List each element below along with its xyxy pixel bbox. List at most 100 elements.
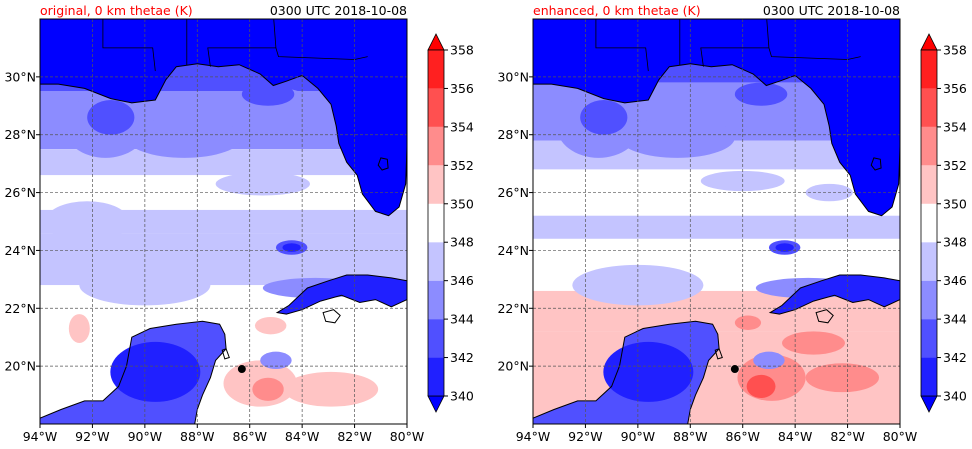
x-tick-label: 92°W — [75, 429, 110, 444]
land-usa — [40, 19, 407, 216]
panel-original: original, 0 km thetae (K) 0300 UTC 2018-… — [4, 3, 473, 444]
thetae-contour — [283, 371, 379, 407]
colorbar-segment — [428, 280, 444, 320]
coastline-isla-juventud — [815, 309, 834, 324]
thetae-contour — [580, 100, 628, 135]
thetae-field — [40, 19, 407, 424]
thetae-contour — [282, 243, 301, 252]
thetae-contour — [126, 117, 242, 158]
colorbar-tick-label: 344 — [943, 312, 967, 327]
thetae-band — [40, 209, 407, 234]
colorbar-segment — [428, 203, 444, 243]
y-tick-label: 26°N — [497, 185, 529, 200]
y-tick-label: 28°N — [497, 127, 529, 142]
colorbar-segment — [921, 242, 937, 281]
thetae-contour — [782, 331, 845, 355]
thetae-contour — [45, 201, 130, 242]
colorbar-segment — [428, 126, 444, 166]
colorbar-tick-label: 342 — [450, 350, 474, 365]
coastline-yucatan — [533, 320, 720, 424]
colorbar-tick-label: 356 — [943, 81, 967, 96]
colorbar-tick-label: 352 — [450, 158, 474, 173]
state-border — [768, 47, 861, 60]
land-yucatan-interior — [110, 341, 201, 402]
storm-center-marker — [237, 365, 246, 374]
panel-title-left: original, 0 km thetae (K) — [40, 3, 193, 18]
colorbar-frame — [920, 49, 938, 397]
x-tick-label: 94°W — [516, 429, 551, 444]
colorbar-extend-low — [427, 395, 445, 413]
y-tick-label: 22°N — [497, 301, 529, 316]
map-frame — [39, 18, 408, 425]
x-tick-label: 84°W — [285, 429, 320, 444]
lake-okeechobee — [377, 157, 389, 171]
coastline-usa — [533, 63, 900, 217]
colorbar-segment — [428, 319, 444, 358]
thetae-contour — [775, 243, 794, 252]
map-frame — [532, 18, 901, 425]
x-tick-label: 92°W — [568, 429, 603, 444]
storm-center-marker — [730, 365, 739, 374]
colorbar-extend-high — [427, 33, 445, 51]
y-tick-label: 20°N — [4, 359, 36, 374]
x-tick-label: 84°W — [778, 429, 813, 444]
colorbar-tick-label: 340 — [943, 389, 967, 404]
coastline-yucatan — [40, 320, 227, 424]
colorbar-extend-high — [920, 33, 938, 51]
colorbar-segment — [921, 280, 937, 320]
colorbar-segment — [921, 319, 937, 358]
colorbar-segment — [921, 126, 937, 166]
x-tick-label: 80°W — [883, 429, 918, 444]
thetae-contour — [260, 351, 292, 370]
x-tick-label: 94°W — [23, 429, 58, 444]
land-cuba — [277, 275, 407, 315]
y-tick-label: 26°N — [4, 185, 36, 200]
colorbar-tick-label: 340 — [450, 389, 474, 404]
map-area — [532, 18, 901, 425]
y-tick-label: 30°N — [4, 69, 36, 84]
panel-title-right: 0300 UTC 2018-10-08 — [270, 3, 407, 18]
colorbar-frame — [427, 49, 445, 397]
state-border — [207, 19, 277, 67]
thetae-contour — [241, 82, 295, 106]
state-border — [275, 47, 368, 60]
colorbar-tick-label: 342 — [943, 350, 967, 365]
thetae-contour — [215, 172, 311, 196]
x-axis-ticks: 94°W 92°W 90°W 88°W 86°W 84°W 82°W 80°W — [23, 424, 424, 444]
thetae-field — [533, 19, 900, 424]
thetae-contour — [734, 82, 788, 106]
land-yucatan-interior — [603, 341, 694, 402]
coastline-cuba — [768, 274, 900, 315]
land-cuba — [770, 275, 900, 315]
land-usa — [533, 19, 900, 216]
colorbar-segment — [428, 88, 444, 127]
panel-title-right: 0300 UTC 2018-10-08 — [763, 3, 900, 18]
thetae-contour — [746, 374, 776, 398]
colorbar-tick-label: 350 — [943, 196, 967, 211]
y-tick-label: 24°N — [4, 243, 36, 258]
coastline-cozumel — [714, 348, 723, 360]
y-tick-label: 30°N — [497, 69, 529, 84]
y-tick-label: 28°N — [4, 127, 36, 142]
panel-title-left: enhanced, 0 km thetae (K) — [533, 3, 701, 18]
thetae-band — [533, 215, 900, 239]
coastline-usa — [40, 63, 407, 217]
y-tick-label: 22°N — [4, 301, 36, 316]
colorbar-segment — [428, 165, 444, 204]
colorbar-segment — [428, 50, 444, 89]
thetae-contour — [68, 314, 90, 343]
colorbar-tick-label: 346 — [943, 273, 967, 288]
x-tick-label: 90°W — [128, 429, 163, 444]
panel-enhanced: enhanced, 0 km thetae (K) 0300 UTC 2018-… — [497, 3, 966, 444]
x-tick-label: 86°W — [232, 429, 267, 444]
thetae-contour — [805, 363, 880, 393]
colorbar-tick-label: 350 — [450, 196, 474, 211]
state-border — [102, 19, 156, 72]
coastline-cozumel — [221, 348, 230, 360]
map-area — [39, 18, 408, 425]
y-tick-label: 20°N — [497, 359, 529, 374]
colorbar-tick-label: 346 — [450, 273, 474, 288]
colorbar-tick-label: 354 — [943, 119, 967, 134]
colorbar: 340 342 344 346 348 350 352 354 356 358 — [427, 33, 474, 413]
